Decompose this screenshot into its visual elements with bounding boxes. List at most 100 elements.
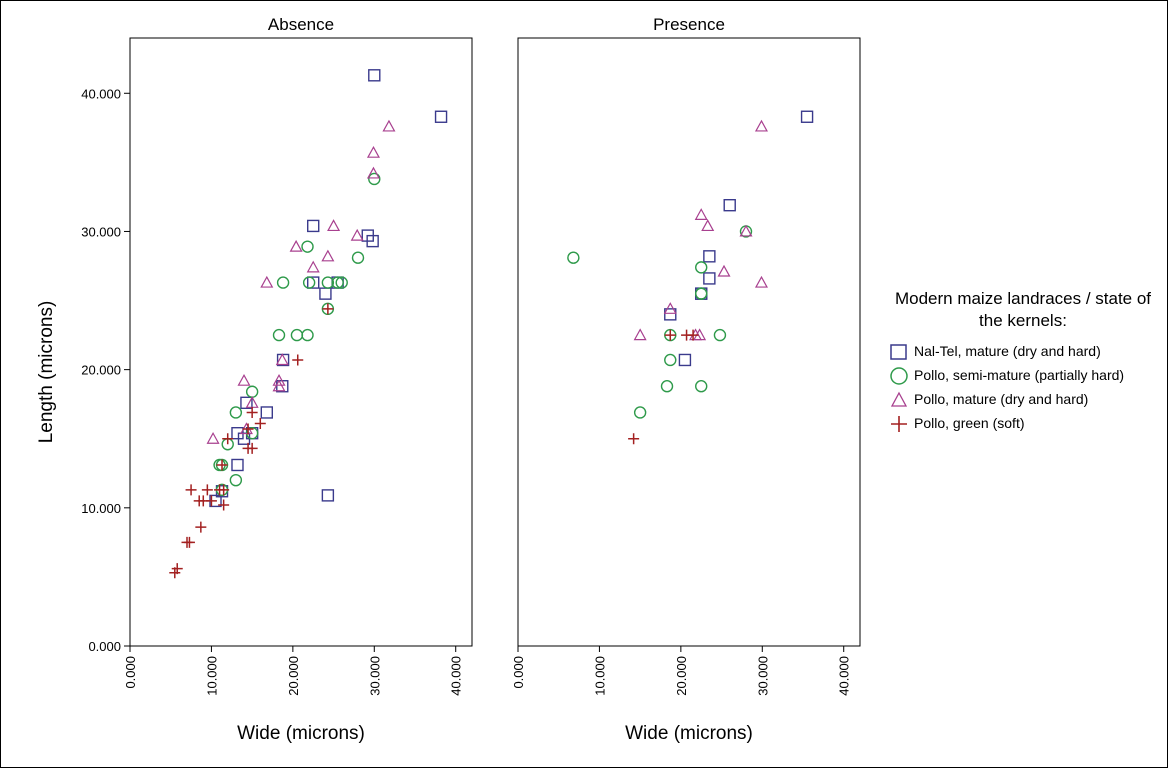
panel-title: Absence <box>268 15 334 34</box>
data-point-plus <box>195 521 207 533</box>
x-axis-label: Wide (microns) <box>625 723 753 744</box>
data-point-triangle <box>694 208 708 220</box>
data-point-square <box>664 308 677 321</box>
legend: Modern maize landraces / state of the ke… <box>888 288 1158 434</box>
x-tick-label: 20.000 <box>286 656 301 696</box>
data-point-triangle <box>382 119 396 132</box>
data-point-circle <box>302 276 316 289</box>
x-axis-label: Wide (microns) <box>237 723 365 744</box>
x-tick-label: 10.000 <box>592 656 607 696</box>
data-point-triangle <box>327 219 341 232</box>
legend-marker-circle <box>890 367 908 385</box>
data-point-square <box>368 69 381 82</box>
y-tick-label: 40.000 <box>81 86 121 101</box>
data-point-plus <box>664 329 676 341</box>
data-point-triangle <box>272 379 286 392</box>
x-tick-label: 20.000 <box>674 656 689 696</box>
plot-frame <box>517 37 861 647</box>
data-point-square <box>703 272 716 285</box>
legend-label: Pollo, green (soft) <box>914 415 1025 431</box>
legend-label: Nal-Tel, mature (dry and hard) <box>914 343 1101 359</box>
data-point-plus <box>246 442 258 454</box>
data-point-circle <box>713 328 727 342</box>
legend-item: Nal-Tel, mature (dry and hard) <box>888 342 1158 362</box>
plot-frame <box>129 37 473 647</box>
data-point-triangle <box>260 275 274 288</box>
x-tick-label: 40.000 <box>449 656 464 696</box>
data-point-plus <box>246 406 258 418</box>
data-point-circle <box>301 328 314 342</box>
data-point-triangle <box>754 119 768 132</box>
data-point-circle <box>567 251 580 264</box>
legend-item: Pollo, semi-mature (partially hard) <box>888 366 1158 386</box>
data-point-circle <box>633 406 647 419</box>
data-point-triangle <box>366 145 380 158</box>
data-point-triangle <box>321 249 335 262</box>
legend-label: Pollo, semi-mature (partially hard) <box>914 367 1125 383</box>
data-point-triangle <box>289 239 303 252</box>
y-tick-label: 30.000 <box>81 224 121 239</box>
data-point-plus <box>292 354 304 366</box>
data-point-plus <box>222 433 234 445</box>
data-point-square <box>361 229 374 242</box>
y-tick-label: 10.000 <box>81 501 121 516</box>
data-point-plus <box>687 329 699 341</box>
data-point-triangle <box>366 166 380 179</box>
data-point-circle <box>695 287 708 300</box>
data-point-plus <box>628 433 640 445</box>
legend-triangle-icon <box>890 391 908 407</box>
data-point-circle <box>229 473 243 487</box>
x-tick-label: 10.000 <box>204 656 219 696</box>
data-point-circle <box>301 240 314 253</box>
data-point-square <box>307 219 320 233</box>
data-point-plus <box>181 536 193 548</box>
data-point-square <box>800 110 814 123</box>
y-tick-label: 0.000 <box>88 639 121 654</box>
data-point-triangle <box>633 328 647 341</box>
legend-label: Pollo, mature (dry and hard) <box>914 391 1089 407</box>
data-point-plus <box>254 418 266 430</box>
data-point-circle <box>272 328 286 342</box>
y-tick-label: 20.000 <box>81 363 121 378</box>
data-point-triangle <box>206 431 220 444</box>
panel-title: Presence <box>653 15 725 34</box>
legend-item: Pollo, green (soft) <box>888 414 1158 434</box>
x-tick-label: 30.000 <box>367 656 382 696</box>
data-point-square <box>703 250 716 263</box>
data-point-triangle <box>663 302 677 314</box>
data-point-square <box>240 396 253 409</box>
data-point-triangle <box>306 260 320 273</box>
data-point-triangle <box>237 373 251 386</box>
data-point-circle <box>335 276 348 289</box>
data-point-circle <box>321 276 335 289</box>
data-point-circle <box>276 276 290 289</box>
data-point-triangle <box>739 224 753 237</box>
legend-title: Modern maize landraces / state of the ke… <box>894 289 1152 330</box>
data-point-plus <box>205 495 217 507</box>
data-point-plus <box>216 459 228 471</box>
data-point-triangle <box>275 353 289 366</box>
data-point-square <box>434 110 448 123</box>
data-point-triangle <box>754 275 768 288</box>
data-point-square <box>678 353 692 367</box>
data-point-triangle <box>701 219 715 232</box>
data-point-square <box>231 458 244 472</box>
legend-plus-icon <box>891 416 907 432</box>
data-point-circle <box>695 380 708 393</box>
data-point-square <box>723 198 736 212</box>
data-point-square <box>260 406 273 419</box>
data-point-circle <box>229 406 243 419</box>
y-axis-label: Length (microns) <box>36 301 57 444</box>
data-point-plus <box>185 484 197 496</box>
data-point-plus <box>242 423 254 435</box>
x-tick-label: 0.000 <box>511 656 526 689</box>
data-point-triangle <box>717 264 731 277</box>
data-point-circle <box>664 353 677 367</box>
panel-presence: Presence 0.000 10.000 20.000 30.000 40.000 Wid… <box>511 15 861 744</box>
data-point-circle <box>351 251 365 264</box>
data-point-circle <box>368 172 381 186</box>
data-point-square <box>321 489 335 502</box>
legend-square-icon <box>890 344 907 360</box>
